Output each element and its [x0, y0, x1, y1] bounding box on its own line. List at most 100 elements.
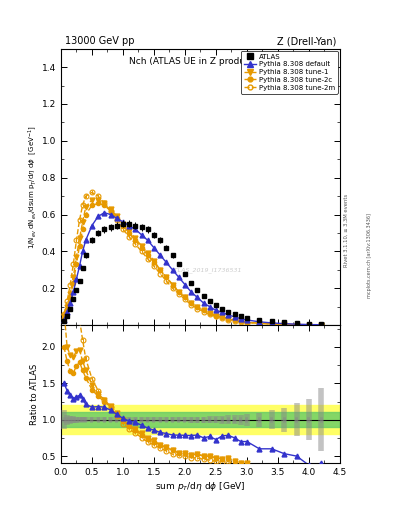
Pythia 8.308 tune-1	[65, 304, 70, 310]
Pythia 8.308 default	[319, 322, 324, 328]
Pythia 8.308 tune-2m	[121, 226, 125, 232]
Pythia 8.308 tune-2c	[65, 306, 70, 312]
Pythia 8.308 tune-1	[239, 318, 243, 325]
Pythia 8.308 tune-2m	[195, 306, 200, 312]
Pythia 8.308 tune-1	[158, 267, 162, 273]
Text: Rivet 3.1.10, ≥ 3.3M events: Rivet 3.1.10, ≥ 3.3M events	[343, 194, 348, 267]
Pythia 8.308 tune-2c	[208, 310, 212, 316]
Line: Pythia 8.308 tune-2m: Pythia 8.308 tune-2m	[62, 190, 324, 327]
Line: Pythia 8.308 tune-1: Pythia 8.308 tune-1	[62, 197, 324, 327]
Pythia 8.308 tune-2c	[307, 322, 311, 328]
Pythia 8.308 tune-2m	[282, 322, 286, 328]
Pythia 8.308 tune-1	[176, 289, 181, 295]
Y-axis label: Ratio to ATLAS: Ratio to ATLAS	[30, 364, 39, 425]
Pythia 8.308 tune-2c	[239, 318, 243, 325]
Text: ATLAS_2019_I1736531: ATLAS_2019_I1736531	[170, 267, 242, 273]
Pythia 8.308 tune-2m	[208, 311, 212, 317]
Pythia 8.308 tune-2c	[269, 321, 274, 327]
Pythia 8.308 tune-2m	[68, 282, 73, 288]
Pythia 8.308 tune-2m	[114, 217, 119, 223]
Pythia 8.308 default	[65, 309, 70, 315]
Pythia 8.308 tune-1	[108, 206, 113, 212]
Pythia 8.308 tune-2c	[127, 230, 132, 236]
Pythia 8.308 tune-1	[90, 197, 94, 203]
Pythia 8.308 tune-2c	[319, 322, 324, 328]
Pythia 8.308 tune-1	[220, 314, 224, 321]
Pythia 8.308 tune-1	[213, 312, 218, 318]
Pythia 8.308 tune-2c	[77, 243, 82, 249]
Pythia 8.308 tune-2c	[114, 215, 119, 221]
Pythia 8.308 tune-2c	[68, 294, 73, 301]
Pythia 8.308 tune-2c	[71, 280, 76, 286]
Pythia 8.308 tune-2c	[74, 261, 79, 267]
Pythia 8.308 tune-2m	[257, 321, 262, 327]
Pythia 8.308 default	[208, 304, 212, 310]
Pythia 8.308 tune-2m	[77, 217, 82, 223]
Pythia 8.308 tune-2c	[294, 322, 299, 328]
Pythia 8.308 tune-2c	[83, 211, 88, 218]
Pythia 8.308 tune-2c	[232, 317, 237, 324]
Pythia 8.308 default	[62, 316, 66, 323]
Y-axis label: 1/N$_{ev}$ dN$_{ev}$/dsum p$_T$/d$\eta$ d$\phi$  [GeV$^{-1}$]: 1/N$_{ev}$ dN$_{ev}$/dsum p$_T$/d$\eta$ …	[26, 125, 39, 249]
Pythia 8.308 default	[127, 223, 132, 229]
Pythia 8.308 tune-2m	[269, 321, 274, 327]
Pythia 8.308 tune-1	[307, 322, 311, 328]
Pythia 8.308 tune-1	[170, 282, 175, 288]
Pythia 8.308 default	[307, 322, 311, 328]
Pythia 8.308 default	[71, 289, 76, 295]
Bar	[61, 413, 340, 427]
Pythia 8.308 tune-1	[145, 250, 150, 257]
Pythia 8.308 tune-2m	[152, 263, 156, 269]
Legend: ATLAS, Pythia 8.308 default, Pythia 8.308 tune-1, Pythia 8.308 tune-2c, Pythia 8: ATLAS, Pythia 8.308 default, Pythia 8.30…	[241, 51, 338, 94]
Pythia 8.308 tune-2c	[183, 294, 187, 301]
Pythia 8.308 tune-2m	[307, 322, 311, 328]
Pythia 8.308 tune-2c	[152, 260, 156, 266]
Pythia 8.308 tune-2m	[71, 261, 76, 267]
Pythia 8.308 default	[201, 300, 206, 306]
Pythia 8.308 default	[158, 252, 162, 258]
Pythia 8.308 tune-2m	[133, 241, 138, 247]
Pythia 8.308 tune-2c	[213, 312, 218, 318]
Pythia 8.308 default	[282, 321, 286, 327]
Pythia 8.308 tune-1	[83, 204, 88, 210]
Pythia 8.308 default	[244, 317, 249, 323]
Pythia 8.308 tune-2m	[232, 318, 237, 324]
Pythia 8.308 tune-2c	[62, 315, 66, 321]
Pythia 8.308 tune-1	[127, 228, 132, 234]
Pythia 8.308 tune-1	[201, 307, 206, 313]
Pythia 8.308 tune-2c	[176, 289, 181, 295]
Pythia 8.308 default	[133, 226, 138, 232]
Pythia 8.308 tune-2m	[220, 315, 224, 321]
Pythia 8.308 tune-2c	[195, 304, 200, 310]
Pythia 8.308 tune-2c	[96, 200, 101, 206]
Pythia 8.308 tune-1	[244, 319, 249, 325]
Bar	[61, 405, 340, 434]
Pythia 8.308 default	[83, 237, 88, 243]
Pythia 8.308 default	[213, 307, 218, 313]
Text: Z (Drell-Yan): Z (Drell-Yan)	[277, 36, 336, 46]
Pythia 8.308 tune-2m	[319, 322, 324, 328]
Pythia 8.308 tune-2m	[164, 278, 169, 284]
Pythia 8.308 tune-2m	[170, 285, 175, 291]
Pythia 8.308 tune-1	[282, 322, 286, 328]
Pythia 8.308 tune-1	[269, 321, 274, 327]
Pythia 8.308 tune-2m	[74, 237, 79, 243]
Pythia 8.308 tune-1	[257, 320, 262, 326]
Pythia 8.308 tune-1	[74, 254, 79, 260]
Pythia 8.308 tune-2c	[133, 237, 138, 243]
Pythia 8.308 tune-2c	[158, 267, 162, 273]
Pythia 8.308 tune-2m	[183, 296, 187, 303]
Pythia 8.308 tune-1	[208, 310, 212, 316]
Pythia 8.308 tune-1	[62, 313, 66, 319]
Pythia 8.308 tune-2c	[170, 282, 175, 288]
Pythia 8.308 tune-1	[164, 274, 169, 280]
Pythia 8.308 tune-2c	[257, 320, 262, 326]
Pythia 8.308 tune-1	[319, 322, 324, 328]
Pythia 8.308 tune-2m	[139, 248, 144, 254]
Pythia 8.308 tune-1	[139, 243, 144, 249]
Pythia 8.308 tune-1	[195, 304, 200, 310]
Pythia 8.308 tune-2c	[139, 245, 144, 251]
Pythia 8.308 tune-1	[226, 316, 231, 322]
Pythia 8.308 tune-2m	[226, 316, 231, 323]
Pythia 8.308 default	[102, 209, 107, 216]
